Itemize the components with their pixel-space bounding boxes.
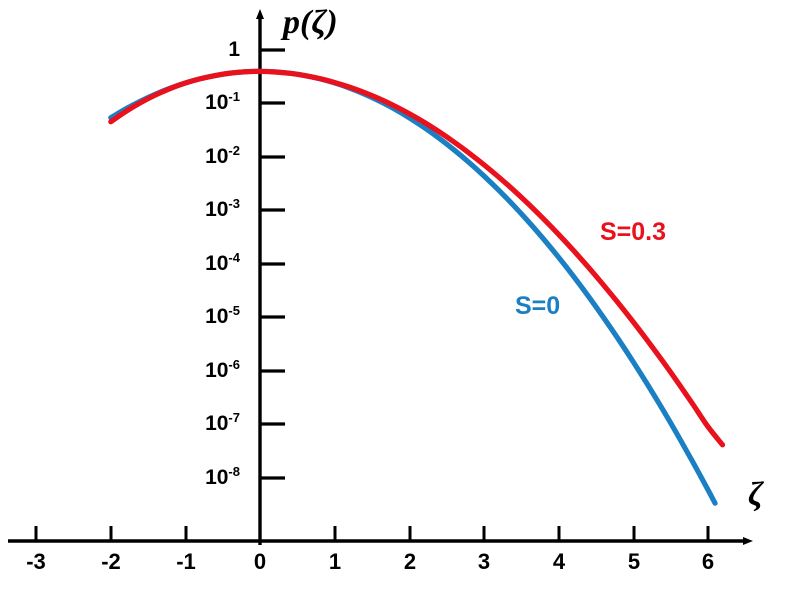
x-axis-title: ζ <box>748 476 763 513</box>
series-group <box>108 68 726 506</box>
xtick-label-1: -2 <box>101 549 121 574</box>
xtick-label-7: 4 <box>552 549 566 574</box>
series-label-s-zero-point-three: S=0.3 <box>600 218 667 246</box>
xtick-label-3: 0 <box>253 549 267 574</box>
ytick-label-7: 10-7 <box>205 410 240 435</box>
x-axis-ticks <box>34 526 710 541</box>
y-axis-ticks <box>260 48 285 480</box>
y-axis-title: p(ζ) <box>283 4 338 41</box>
ytick-label-2: 10-2 <box>205 143 240 168</box>
xtick-label-9: 6 <box>701 549 715 574</box>
xtick-label-6: 3 <box>477 549 491 574</box>
ytick-label-0: 1 <box>228 38 240 61</box>
xtick-label-8: 5 <box>627 549 641 574</box>
ytick-label-6: 10-6 <box>205 357 240 382</box>
xtick-label-4: 1 <box>328 549 342 574</box>
curve-s-zero <box>108 68 718 506</box>
xtick-label-2: -1 <box>176 549 196 574</box>
ytick-label-3: 10-3 <box>205 196 240 221</box>
xtick-label-5: 2 <box>403 549 417 574</box>
curve-s-zero-point-three <box>108 68 726 448</box>
xtick-label-0: -3 <box>26 549 46 574</box>
ytick-label-5: 10-5 <box>205 303 240 328</box>
series-label-s-zero: S=0 <box>515 292 561 320</box>
ytick-label-1: 10-1 <box>205 89 240 114</box>
ytick-label-4: 10-4 <box>205 250 240 275</box>
ytick-label-8: 10-8 <box>205 464 240 489</box>
